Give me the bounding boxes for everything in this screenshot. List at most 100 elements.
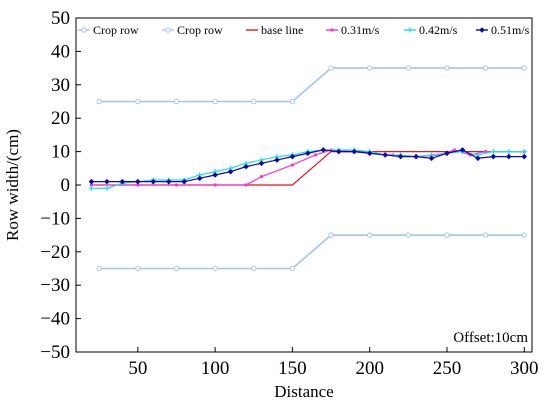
data-point [150,178,157,185]
data-point [258,160,265,167]
data-point [244,183,248,187]
data-point [366,232,373,238]
data-point [305,150,311,157]
legend-label: Crop row [177,23,223,37]
data-point [444,65,450,71]
data-point [290,163,295,167]
data-point [173,98,180,105]
y-tick-label: −50 [40,342,70,363]
data-point [274,157,280,163]
data-point [251,265,257,272]
data-point [251,98,257,105]
data-point [506,153,512,160]
data-point [490,153,497,160]
data-point [135,98,141,105]
data-point [459,147,466,153]
legend-marker [407,27,413,33]
data-point [366,65,373,71]
data-point [413,153,419,160]
x-axis-title: Distance [274,382,333,401]
data-point [136,183,140,187]
data-point [405,232,412,238]
y-axis-title: Row width/(cm) [3,129,22,241]
offset-annotation: Offset:10cm [453,330,528,346]
y-tick-label: 0 [61,175,71,196]
data-point [96,265,102,272]
data-point [521,65,527,71]
y-tick-label: −40 [40,309,70,330]
legend-item: 0.42m/s [404,23,458,37]
legend: Crop row Crop row base line 0.31m/s 0.42m/s 0… [78,23,530,37]
data-point [521,153,528,160]
data-point [428,155,435,162]
x-tick-label: 50 [128,358,147,379]
data-point [453,148,457,152]
data-point [289,98,296,105]
x-tick-label: 300 [510,358,539,379]
data-point [212,98,218,105]
data-point [213,183,217,187]
data-point [490,149,496,155]
legend-item: 0.31m/s [326,23,380,37]
legend-item: Crop row [162,23,223,37]
data-point [397,153,404,160]
data-point [289,153,296,160]
legend-item: base line [246,23,303,37]
data-point [444,150,450,157]
data-point [88,185,95,191]
data-point [320,147,327,153]
data-point [181,178,188,185]
legend-item: 0.51m/s [476,23,530,37]
series-5 [88,147,528,185]
y-tick-label: −10 [40,208,70,229]
data-point [521,149,527,155]
data-point [444,232,450,238]
series-line [99,234,525,270]
data-point [328,232,334,238]
data-point [521,232,527,238]
data-point [506,149,512,155]
legend-marker [330,28,334,32]
data-point [119,178,126,185]
data-point [104,185,110,191]
data-point [174,183,179,187]
data-point [289,265,296,272]
data-point [135,178,141,185]
data-point [335,148,342,155]
data-point [89,183,94,187]
y-tick-label: −20 [40,242,70,263]
y-tick-label: 10 [51,142,70,163]
legend-marker [165,27,171,33]
y-tick-label: 50 [51,8,70,29]
series-line [99,67,525,103]
data-point [212,172,218,178]
data-point [328,65,334,71]
axes: 50 100 150 200 250 300 −50 −40 −30 −20 −10 0 10 20 30 4… [40,8,538,379]
data-point [313,153,318,157]
data-point [382,152,388,158]
plot-area [88,65,528,272]
legend-item: Crop row [78,23,139,37]
data-point [165,178,172,185]
x-tick-label: 200 [355,358,384,379]
data-point [227,168,234,175]
data-point [104,178,110,185]
data-point [475,155,481,162]
data-point [243,163,249,170]
legend-marker [479,27,485,33]
data-point [366,150,373,157]
data-point [405,65,412,71]
data-point [96,98,102,105]
data-point [259,175,264,179]
data-point [135,265,141,272]
y-tick-label: 30 [51,75,70,96]
legend-label: base line [261,23,303,37]
legend-label: 0.51m/s [491,23,530,37]
legend-label: 0.31m/s [341,23,380,37]
series-1 [96,232,527,272]
data-point [484,150,488,154]
data-point [212,265,218,272]
data-point [88,178,95,185]
x-tick-label: 100 [201,358,230,379]
